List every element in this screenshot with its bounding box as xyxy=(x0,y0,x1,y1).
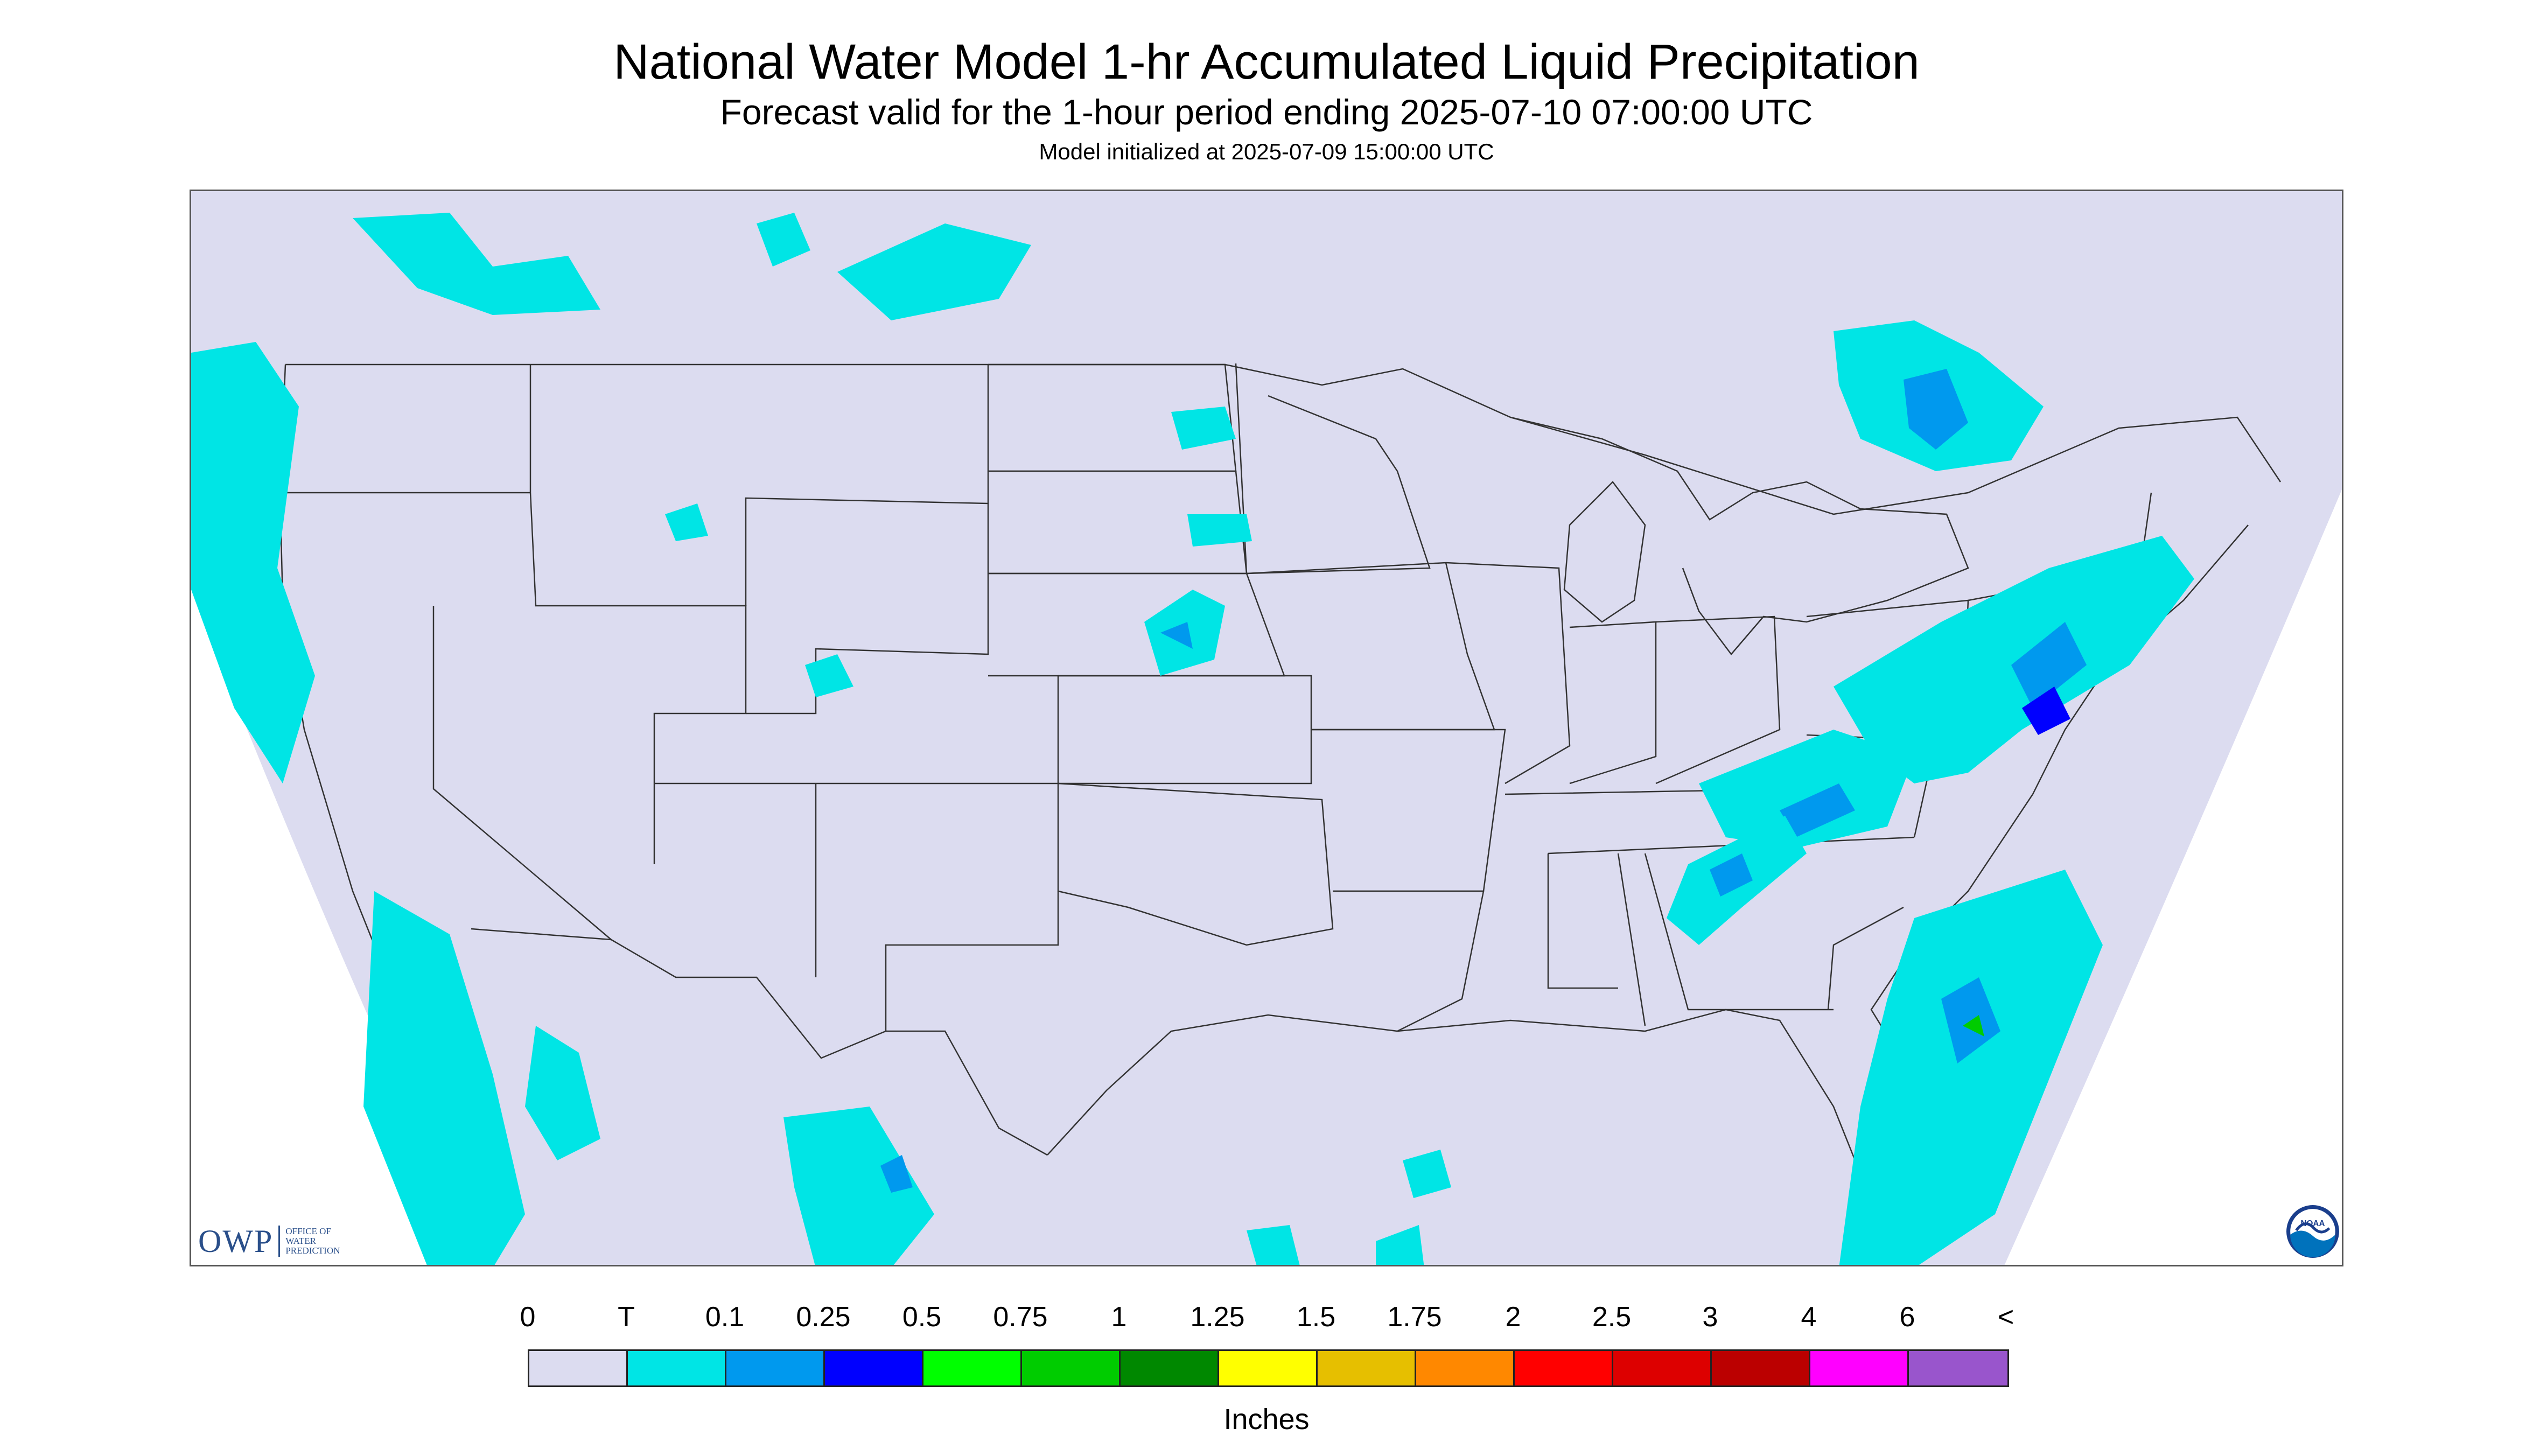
legend-swatch xyxy=(923,1351,1022,1385)
precip-carolinas-core xyxy=(1710,853,1753,897)
legend-swatch xyxy=(1416,1351,1515,1385)
legend-labels: 0 T 0.1 0.25 0.5 0.75 1 1.25 1.5 1.75 2 2.5 3 4 6 < xyxy=(0,1301,2533,1339)
noaa-logo-text: NOAA xyxy=(2301,1219,2325,1228)
legend-label: 1 xyxy=(1111,1301,1127,1333)
precipitation-map xyxy=(190,190,2343,1266)
legend-label: 0.1 xyxy=(705,1301,745,1333)
precip-baja xyxy=(525,1026,600,1160)
precip-canada-central xyxy=(837,223,1031,320)
model-init-time: Model initialized at 2025-07-09 15:00:00… xyxy=(1039,139,1494,164)
owp-logo-divider xyxy=(278,1226,281,1257)
precip-appalachia xyxy=(1699,730,1914,848)
legend-swatch xyxy=(1909,1351,2007,1385)
precip-mexico-east xyxy=(1247,1225,1300,1265)
legend-swatch xyxy=(1022,1351,1121,1385)
legend-swatch xyxy=(1712,1351,1810,1385)
precip-gulf-2 xyxy=(1376,1225,1424,1265)
legend-colorbar xyxy=(528,1349,2009,1387)
precip-dakotas xyxy=(1171,407,1236,450)
precip-nebraska-core xyxy=(1160,622,1193,649)
legend-label: 3 xyxy=(1702,1301,1718,1333)
precip-mexico-core xyxy=(880,1155,913,1193)
precipitation-areas xyxy=(191,213,2194,1265)
legend-swatch xyxy=(726,1351,825,1385)
legend-swatch xyxy=(529,1351,628,1385)
precip-idaho xyxy=(665,503,708,541)
legend-label: < xyxy=(1997,1301,2014,1333)
legend-label: 0 xyxy=(520,1301,536,1333)
precip-gulf-1 xyxy=(1403,1150,1451,1198)
precip-quebec-core xyxy=(1904,369,1968,450)
legend-label: 2.5 xyxy=(1592,1301,1632,1333)
legend-swatch xyxy=(1810,1351,1909,1385)
precip-northeast xyxy=(1834,536,2194,783)
precip-canada-small xyxy=(757,213,810,267)
precip-pacific-sw xyxy=(363,891,525,1265)
legend-label: 0.25 xyxy=(796,1301,851,1333)
forecast-valid-subtitle: Forecast valid for the 1-hour period end… xyxy=(720,92,1813,132)
legend-label: 1.25 xyxy=(1190,1301,1245,1333)
map-title: National Water Model 1-hr Accumulated Li… xyxy=(613,34,1920,89)
legend-label: 0.75 xyxy=(993,1301,1048,1333)
owp-logo-text: OFFICE OF WATER PREDICTION xyxy=(285,1226,340,1256)
precip-mid-atlantic-heavy xyxy=(2022,687,2070,735)
legend-label: 1.5 xyxy=(1296,1301,1336,1333)
legend-swatch xyxy=(1613,1351,1712,1385)
precip-sd xyxy=(1187,514,1252,547)
legend-swatch xyxy=(825,1351,923,1385)
precip-mid-atlantic-core xyxy=(2011,622,2087,708)
precip-canada-west xyxy=(353,213,600,315)
legend-units: Inches xyxy=(1223,1403,1310,1436)
precip-mexico xyxy=(783,1107,934,1265)
legend-label: 6 xyxy=(1899,1301,1915,1333)
map-canvas xyxy=(191,191,2342,1265)
legend-swatch xyxy=(1515,1351,1613,1385)
legend-label: 4 xyxy=(1801,1301,1817,1333)
legend-swatch xyxy=(1318,1351,1416,1385)
owp-logo-mark: OWP xyxy=(198,1223,274,1259)
legend-label: 2 xyxy=(1505,1301,1521,1333)
noaa-logo: NOAA xyxy=(2286,1205,2339,1258)
map-domain xyxy=(191,191,2342,1265)
legend-swatch xyxy=(628,1351,726,1385)
legend-swatch xyxy=(1121,1351,1219,1385)
legend-label: 1.75 xyxy=(1387,1301,1442,1333)
precip-pacific-nw xyxy=(191,342,315,783)
precip-atlantic xyxy=(1839,870,2103,1265)
precip-atlantic-green xyxy=(1963,1015,1984,1037)
legend-label: T xyxy=(618,1301,635,1333)
owp-logo: OWP OFFICE OF WATER PREDICTION xyxy=(198,1222,340,1260)
legend-label: 0.5 xyxy=(902,1301,942,1333)
legend-swatch xyxy=(1219,1351,1318,1385)
precip-wy xyxy=(805,654,853,697)
precip-va-core xyxy=(1780,783,1855,837)
